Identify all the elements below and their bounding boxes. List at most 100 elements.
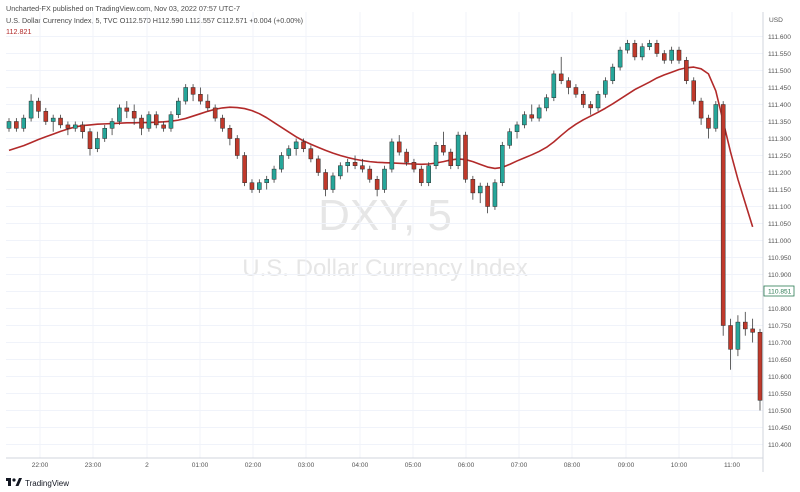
x-tick-label: 22:00	[32, 462, 49, 469]
candle-body	[338, 165, 343, 177]
candle	[507, 128, 512, 149]
candle	[500, 141, 505, 187]
candle-body	[404, 151, 409, 163]
candle	[566, 77, 571, 95]
candle	[529, 104, 535, 122]
candle	[257, 179, 262, 193]
candle-body	[433, 145, 439, 166]
candle-body	[279, 155, 284, 170]
candle-body	[117, 107, 122, 122]
candle	[477, 182, 483, 204]
x-tick-label: 07:00	[511, 462, 528, 469]
candle	[382, 165, 387, 193]
x-tick-label: 08:00	[564, 462, 581, 469]
candle-body	[58, 117, 63, 126]
candle	[95, 131, 100, 153]
candle	[102, 124, 107, 142]
candle	[153, 111, 159, 129]
candle	[757, 328, 763, 411]
candle-body	[566, 80, 571, 88]
candle-body	[706, 117, 711, 129]
candle-body	[750, 328, 755, 333]
x-tick-label: 11:00	[724, 462, 740, 469]
candle	[87, 128, 93, 156]
candle	[728, 318, 733, 370]
candle-body	[301, 141, 306, 149]
candle	[485, 182, 490, 214]
candle	[234, 135, 240, 159]
y-tick-label: 110.500	[768, 408, 792, 415]
tradingview-logo[interactable]: TradingView	[6, 478, 69, 488]
candle-body	[514, 124, 520, 132]
candle-body	[264, 179, 269, 183]
candle	[315, 155, 321, 176]
candle-body	[411, 162, 417, 170]
candle-body	[36, 100, 41, 112]
candle-body	[470, 179, 476, 194]
candle-body	[131, 111, 137, 119]
candle	[50, 114, 56, 132]
candle	[109, 118, 115, 136]
candle	[470, 175, 476, 200]
candle-body	[50, 117, 56, 122]
candle	[21, 114, 27, 132]
candle	[72, 121, 78, 132]
candle	[80, 121, 85, 139]
candle	[647, 39, 652, 51]
candle	[419, 165, 424, 187]
candle	[603, 77, 608, 98]
candle-body	[80, 124, 85, 132]
y-tick-label: 111.300	[768, 136, 791, 143]
candle	[352, 155, 358, 170]
time-axis[interactable]: 22:00 23:00 2 01:00 02:00 03:00 04:00 05:00 06:0…	[32, 462, 741, 469]
y-tick-label: 110.900	[768, 272, 792, 279]
candle	[433, 141, 439, 170]
candle-body	[21, 117, 27, 129]
watermark-name: U.S. Dollar Currency Index	[242, 255, 527, 282]
candle	[58, 114, 63, 129]
candle-body	[161, 124, 166, 129]
candle	[617, 46, 623, 71]
candle	[293, 138, 299, 156]
candle-body	[713, 104, 719, 129]
candle-body	[610, 66, 616, 81]
candle	[581, 90, 586, 108]
candle-body	[477, 185, 483, 194]
tradingview-logo-icon	[6, 478, 22, 486]
candle-body	[463, 134, 468, 180]
candle	[610, 63, 616, 85]
candle	[632, 39, 638, 61]
x-tick-label: 2	[145, 462, 149, 469]
candle	[684, 56, 689, 85]
candle-body	[367, 168, 373, 180]
candle	[551, 70, 557, 102]
ma-line	[8, 66, 754, 228]
candle	[227, 124, 233, 146]
y-tick-label: 111.000	[768, 238, 791, 245]
y-tick-label: 110.600	[768, 374, 792, 381]
y-tick-label: 110.550	[768, 391, 792, 398]
candle	[139, 114, 144, 136]
candle-body	[647, 43, 652, 47]
candle-body	[603, 80, 608, 95]
candle	[706, 114, 711, 139]
candle-body	[389, 141, 395, 170]
candle	[212, 104, 218, 122]
candle	[595, 90, 601, 112]
candle-body	[441, 145, 446, 153]
candle-body	[551, 73, 557, 98]
y-tick-label: 111.500	[768, 68, 791, 75]
candle	[713, 101, 719, 132]
candle-body	[87, 131, 93, 149]
candle-body	[632, 43, 638, 58]
candle	[36, 97, 41, 119]
candle-body	[536, 107, 542, 119]
candle-body	[595, 94, 601, 109]
candle	[573, 84, 579, 98]
candle	[14, 118, 19, 132]
price-axis[interactable]: 111.600 111.550 111.500 111.450 111.400 111.3…	[768, 34, 792, 449]
candle	[124, 101, 130, 119]
y-tick-label: 111.450	[768, 85, 791, 92]
candle	[249, 179, 255, 193]
